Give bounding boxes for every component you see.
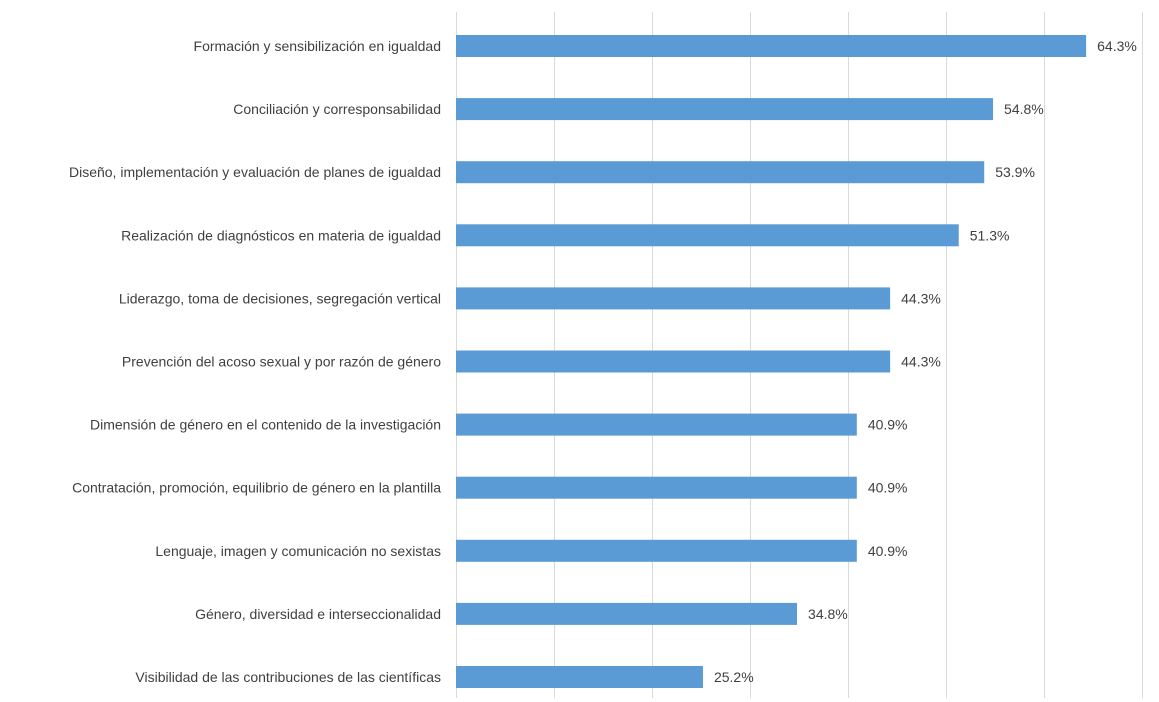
data-label: 34.8% — [808, 606, 848, 622]
data-label: 54.8% — [1004, 101, 1044, 117]
data-label: 44.3% — [901, 290, 941, 306]
bar — [456, 666, 703, 688]
bar — [456, 602, 798, 625]
bar — [456, 98, 994, 121]
category-labels: Formación y sensibilización en igualdad C… — [69, 38, 441, 685]
category-label: Prevención del acoso sexual y por razón … — [122, 354, 441, 370]
category-label: Lenguaje, imagen y comunicación no sexis… — [155, 543, 441, 559]
category-label: Género, diversidad e interseccionalidad — [195, 606, 441, 622]
data-label: 53.9% — [995, 164, 1035, 180]
category-label: Formación y sensibilización en igualdad — [194, 38, 441, 54]
bar — [456, 287, 891, 310]
bar — [456, 350, 891, 373]
bar — [456, 224, 959, 247]
category-label: Dimensión de género en el contenido de l… — [90, 417, 441, 433]
category-label: Realización de diagnósticos en materia d… — [121, 227, 441, 243]
bar — [456, 35, 1087, 57]
category-label: Visibilidad de las contribuciones de las… — [135, 669, 441, 685]
data-label: 51.3% — [970, 227, 1010, 243]
category-label: Liderazgo, toma de decisiones, segregaci… — [119, 290, 441, 306]
category-label: Conciliación y corresponsabilidad — [233, 101, 441, 117]
data-label: 44.3% — [901, 354, 941, 370]
data-label: 40.9% — [868, 480, 908, 496]
value-labels: 64.3% 54.8% 53.9% 51.3% 44.3% 44.3% 40.9% 40.9%… — [714, 38, 1137, 685]
data-label: 25.2% — [714, 669, 754, 685]
bars — [456, 35, 1087, 688]
bar — [456, 539, 857, 562]
data-label: 64.3% — [1097, 38, 1137, 54]
bar — [456, 413, 857, 436]
category-label: Contratación, promoción, equilibrio de g… — [72, 480, 441, 496]
data-label: 40.9% — [868, 543, 908, 559]
bar — [456, 476, 857, 499]
data-label: 40.9% — [868, 417, 908, 433]
bar — [456, 161, 985, 184]
category-label: Diseño, implementación y evaluación de p… — [69, 164, 441, 180]
